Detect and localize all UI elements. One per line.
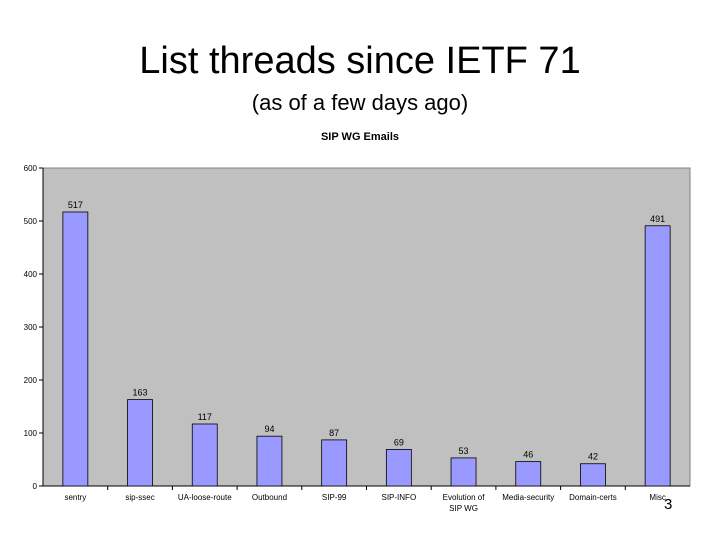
slide-title: List threads since IETF 71 bbox=[139, 40, 581, 82]
bar bbox=[385, 449, 412, 487]
x-tick-label: Domain-certs bbox=[569, 493, 617, 502]
y-tick-label: 400 bbox=[24, 270, 38, 279]
data-label: 117 bbox=[198, 412, 212, 422]
bar bbox=[450, 457, 477, 487]
x-tick-label: Media-security bbox=[502, 493, 554, 502]
data-label: 69 bbox=[394, 437, 404, 447]
bar bbox=[580, 463, 606, 487]
data-label: 46 bbox=[523, 450, 533, 460]
x-tick-label: Misc bbox=[649, 493, 665, 502]
data-label: 42 bbox=[588, 452, 598, 462]
bar-chart: 0 100 200 300 400 500 600 517 sentry 163 sip-ssec 1… bbox=[24, 164, 691, 513]
slide-subtitle: (as of a few days ago) bbox=[251, 90, 469, 115]
bar bbox=[191, 423, 218, 487]
x-tick-label: Evolution of SIP WG bbox=[443, 493, 486, 513]
x-tick-label: UA-loose-route bbox=[178, 493, 232, 502]
bar bbox=[62, 211, 89, 487]
x-tick-label: SIP-INFO bbox=[382, 493, 417, 502]
page-number: 3 bbox=[664, 496, 673, 513]
bar bbox=[644, 225, 671, 487]
x-tick-label: Outbound bbox=[252, 493, 287, 502]
data-label: 163 bbox=[133, 388, 148, 398]
data-label: 517 bbox=[68, 200, 83, 210]
x-tick-label: sip-ssec bbox=[125, 493, 154, 502]
y-tick-label: 500 bbox=[24, 217, 38, 226]
bar bbox=[515, 461, 542, 487]
data-label: 94 bbox=[264, 424, 274, 434]
x-tick-label: SIP-99 bbox=[322, 493, 347, 502]
y-tick-label: 200 bbox=[24, 376, 38, 385]
bar bbox=[256, 435, 283, 487]
data-label: 491 bbox=[650, 214, 665, 224]
y-tick-label: 0 bbox=[33, 482, 38, 491]
bar bbox=[321, 439, 348, 487]
x-tick-label: sentry bbox=[64, 493, 86, 502]
chart-title: SIP WG Emails bbox=[320, 131, 400, 143]
y-tick-label: 300 bbox=[24, 323, 38, 332]
y-tick-label: 100 bbox=[24, 429, 38, 438]
y-tick-label: 600 bbox=[24, 164, 38, 173]
data-label: 53 bbox=[459, 446, 469, 456]
bar bbox=[127, 399, 153, 487]
data-label: 87 bbox=[329, 428, 339, 438]
